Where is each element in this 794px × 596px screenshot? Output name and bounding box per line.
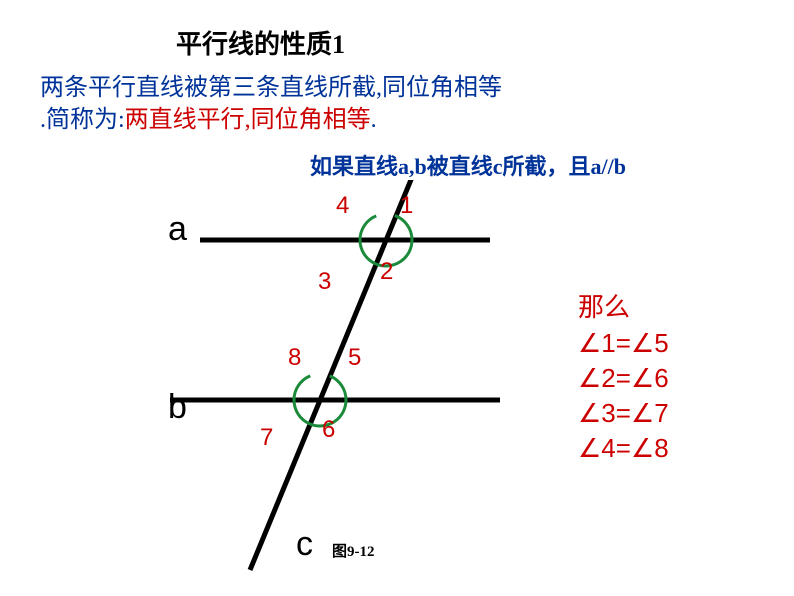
condition-part1: 如果直线a,b被直线c所截，且 [310,154,591,179]
premise-part1: 两条平行直线被第三条直线所截,同位角相等 [40,75,502,101]
premise-part2: .简称为: [40,107,125,133]
angle-label-1: 1 [400,192,413,220]
equation-4: ∠4=∠8 [578,431,669,466]
premise-text: 两条平行直线被第三条直线所截,同位角相等 .简称为:两直线平行,同位角相等. [40,72,502,137]
angle-label-3: 3 [318,268,331,296]
page-title: 平行线的性质1 [176,24,345,61]
equation-1: ∠1=∠5 [578,326,669,361]
result-heading: 那么 [578,290,630,325]
parallel-lines-diagram [140,180,530,580]
figure-caption: 图9-12 [332,542,375,562]
angle-label-6: 6 [322,416,335,444]
angle-label-5: 5 [348,344,361,372]
equation-2: ∠2=∠6 [578,361,669,396]
angle-equations: ∠1=∠5 ∠2=∠6 ∠3=∠7 ∠4=∠8 [578,326,669,466]
condition-text: 如果直线a,b被直线c所截，且a//b [310,152,626,182]
angle-label-4: 4 [336,192,349,220]
equation-3: ∠3=∠7 [578,396,669,431]
premise-part3: 两直线平行,同位角相等 [125,107,371,133]
premise-part4: . [371,107,377,133]
angle-label-7: 7 [260,424,273,452]
condition-part2: a//b [591,154,626,179]
angle-label-2: 2 [380,258,393,286]
label-a: a [168,210,187,249]
label-b: b [168,388,187,427]
label-c: c [296,525,313,564]
angle-label-8: 8 [288,344,301,372]
